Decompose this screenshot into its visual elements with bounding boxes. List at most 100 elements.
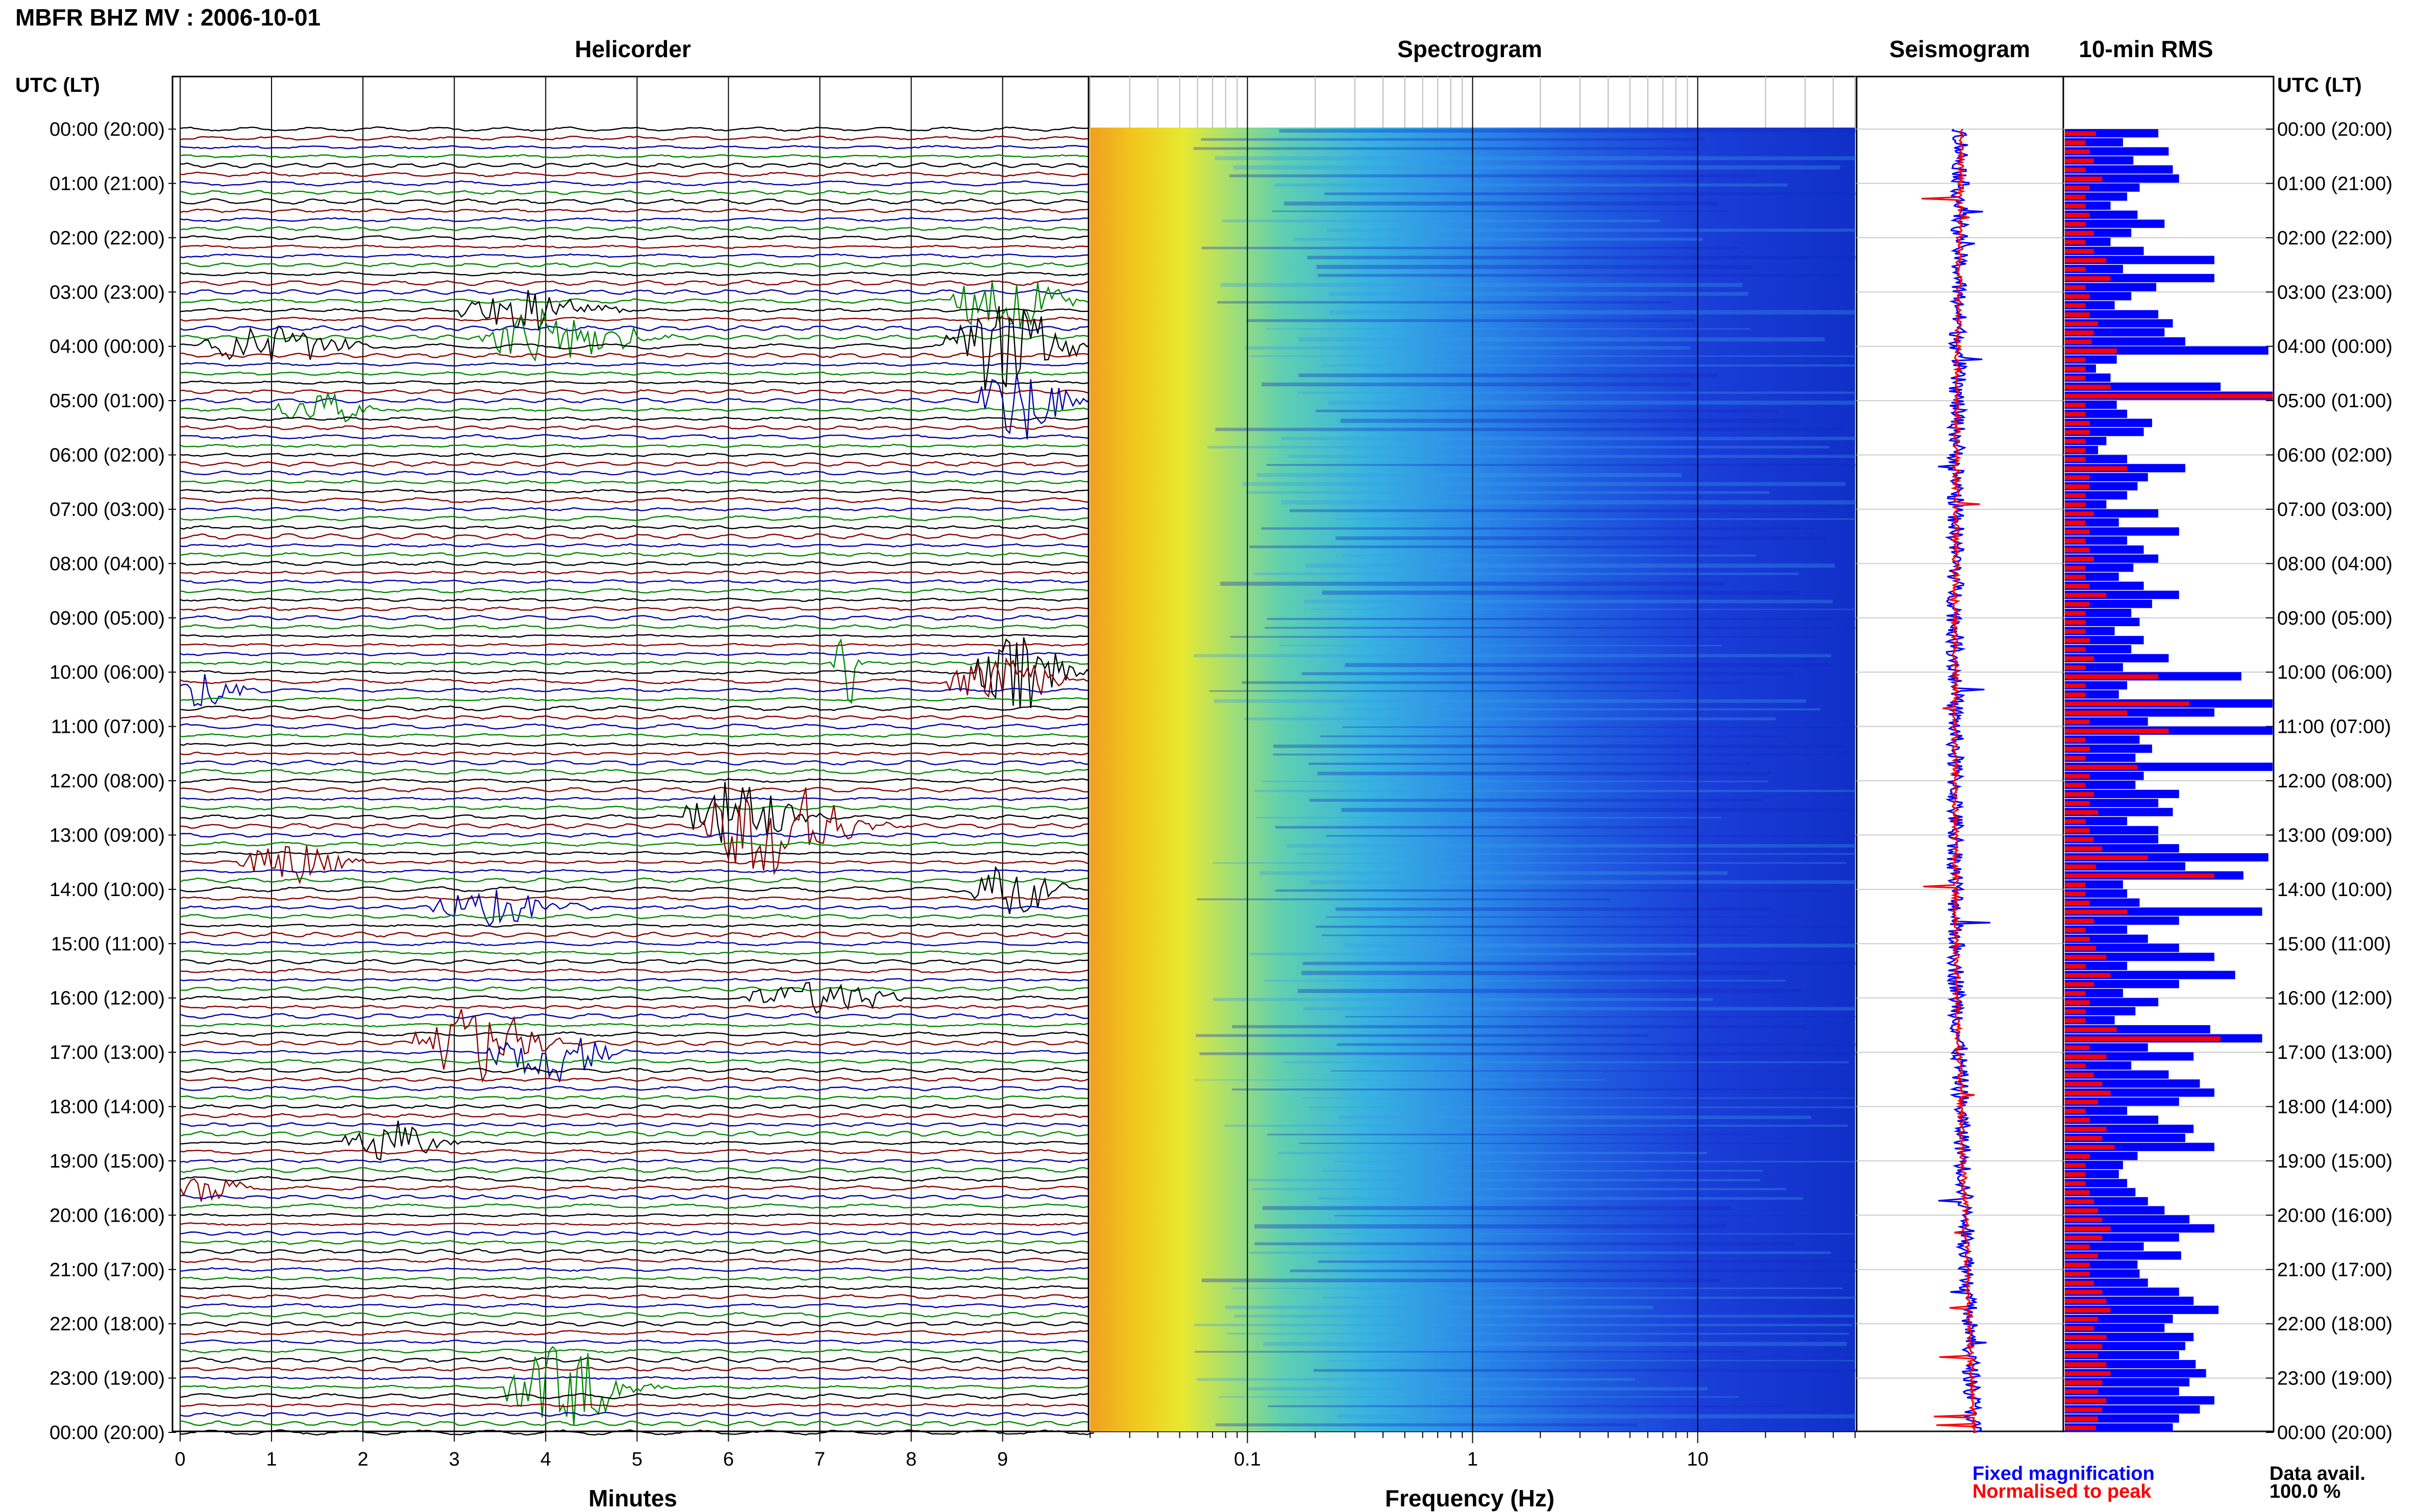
rms-bars [2065,129,2273,1432]
spectrogram-band [1193,147,1697,150]
helicorder-trace [180,832,1095,838]
rms-normalised-bar [2065,1380,2103,1385]
helicorder-trace [180,1031,1094,1037]
rms-normalised-bar [2065,1425,2096,1430]
helicorder-trace [180,389,1094,394]
rms-normalised-bar [2065,339,2092,344]
helicorder-trace [180,525,1094,530]
helicorder-trace [180,923,1094,928]
time-label-left: 18:00 (14:00) [50,1097,165,1118]
time-label-left: 19:00 (15:00) [50,1151,165,1172]
time-label-right: 04:00 (00:00) [2277,336,2392,358]
spectrogram-band [1199,1052,1858,1055]
rms-normalised-bar [2065,1190,2090,1195]
frequency-axis-label: Frequency (Hz) [1385,1485,1554,1511]
time-label-right: 10:00 (06:00) [2277,662,2392,683]
helicorder-trace [180,226,1094,231]
rms-normalised-bar [2065,529,2090,534]
rms-normalised-bar [2065,1290,2103,1295]
spectrogram-band [1234,1315,1862,1318]
helicorder-trace [180,841,1095,847]
frequency-axis: 0.1 1 10 [1090,77,1856,1470]
spectrogram-band [1218,1396,1739,1398]
spectrogram-stripes [1193,129,1985,1427]
spectrogram-band [1268,1405,1784,1407]
helicorder-trace [180,1267,1094,1272]
spectrogram-band [1254,1242,1795,1246]
rms-normalised-bar [2065,1027,2117,1032]
time-label-right: 21:00 (17:00) [2277,1259,2392,1281]
spectrogram-band [1327,229,1985,232]
rms-normalised-bar [2065,231,2094,236]
spectrogram-band [1254,1224,1727,1229]
time-label-right: 02:00 (22:00) [2277,228,2392,249]
right-tz-label: UTC (LT) [2277,74,2362,96]
time-label-left: 08:00 (04:00) [50,553,165,575]
rms-normalised-bar [2065,565,2086,571]
rms-normalised-bar [2065,1090,2111,1096]
rms-normalised-bar [2065,366,2086,371]
spectrogram-band [1231,1088,1855,1090]
rms-normalised-bar [2065,737,2086,742]
spectrogram-band [1345,663,1836,667]
spectrogram-band [1304,600,1833,604]
rms-normalised-bar [2065,330,2094,335]
rms-normalised-bar [2065,520,2086,525]
rms-normalised-bar [2065,1127,2107,1132]
spectrogram-band [1231,1287,1843,1290]
rms-normalised-bar [2065,1371,2111,1376]
rms-normalised-bar [2065,1398,2107,1403]
time-label-left: 04:00 (00:00) [50,336,165,358]
spectrogram-band [1337,1414,1879,1419]
time-label-right: 00:00 (20:00) [2277,119,2392,140]
spectrogram-band [1207,445,1830,449]
rms-normalised-bar [2065,891,2086,897]
helicorder-trace [180,931,1095,938]
spectrogram-band [1301,672,1794,676]
rms-normalised-bar [2065,1353,2099,1358]
rms-normalised-bar [2065,276,2111,281]
rms-fixed-bar [2065,165,2173,174]
spectrogram-band [1215,1423,1637,1427]
spectrogram-band [1305,563,1835,568]
spectrogram-band [1297,391,1870,394]
helicorder-trace [180,587,1094,594]
helicorder-trace [180,634,1094,638]
helicorder-trace [180,1213,1094,1218]
rms-normalised-bar [2065,1172,2086,1177]
spectrogram-band [1222,219,1660,222]
spectrogram-band [1302,961,1960,965]
helicorder-trace [180,865,1095,914]
rms-normalised-bar [2065,167,2086,172]
spectrogram-band [1335,518,1976,520]
rms-fixed-bar [2065,337,2186,346]
spectrogram-band [1256,473,1682,477]
spectrogram-band [1215,428,1844,431]
availability-value: 100.0 % [2269,1481,2340,1502]
helicorder-trace [180,877,1094,883]
spectrogram-title: Spectrogram [1397,36,1542,62]
spectrogram-band [1316,265,1752,269]
rms-title: 10-min RMS [2079,36,2213,62]
minute-tick-label: 7 [814,1449,825,1470]
spectrogram-band [1209,690,1680,692]
time-label-right: 12:00 (08:00) [2277,771,2392,792]
time-label-left: 22:00 (18:00) [50,1313,165,1335]
spectrogram-band [1327,1360,1937,1361]
time-label-right: 14:00 (10:00) [2277,879,2392,901]
rms-normalised-bar [2065,674,2159,679]
helicorder-trace [180,235,1095,241]
rms-normalised-bar [2065,430,2090,435]
time-label-right: 06:00 (02:00) [2277,445,2392,466]
helicorder-trace [180,614,1095,621]
spectrogram-band [1213,998,1713,1001]
rms-normalised-bar [2065,158,2094,163]
helicorder-trace [180,786,1094,793]
time-label-right: 00:00 (20:00) [2277,1422,2392,1444]
figure-title: MBFR BHZ MV : 2006-10-01 [15,4,320,31]
helicorder-trace [180,579,1094,584]
rms-normalised-bar [2065,557,2094,561]
minute-tick-label: 9 [997,1449,1008,1470]
spectrogram-band [1232,1025,1806,1028]
